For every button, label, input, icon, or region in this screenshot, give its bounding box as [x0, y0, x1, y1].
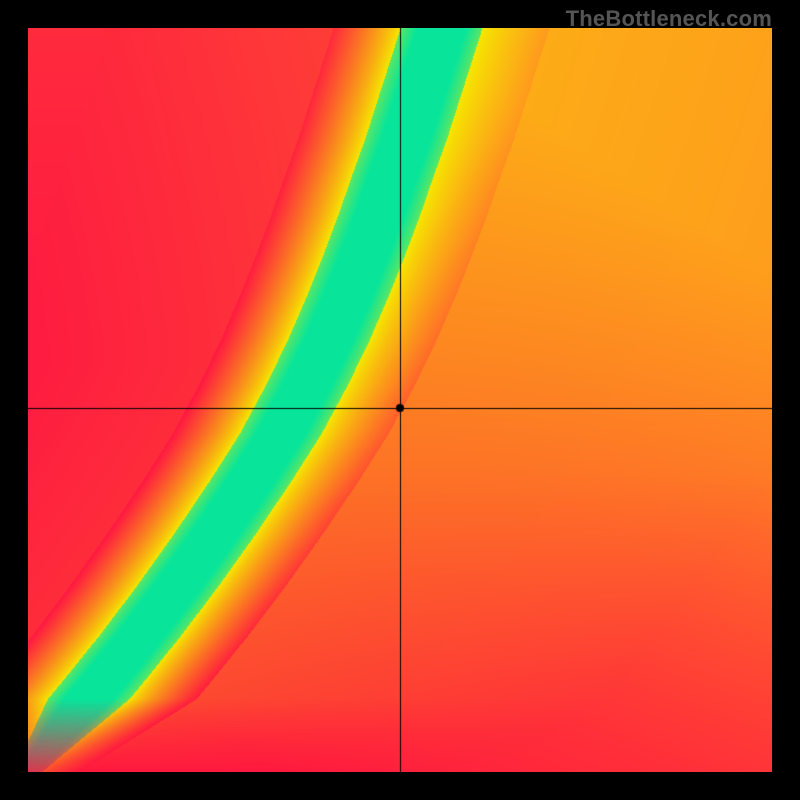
bottleneck-heatmap [28, 28, 772, 772]
watermark-text: TheBottleneck.com [566, 6, 772, 32]
